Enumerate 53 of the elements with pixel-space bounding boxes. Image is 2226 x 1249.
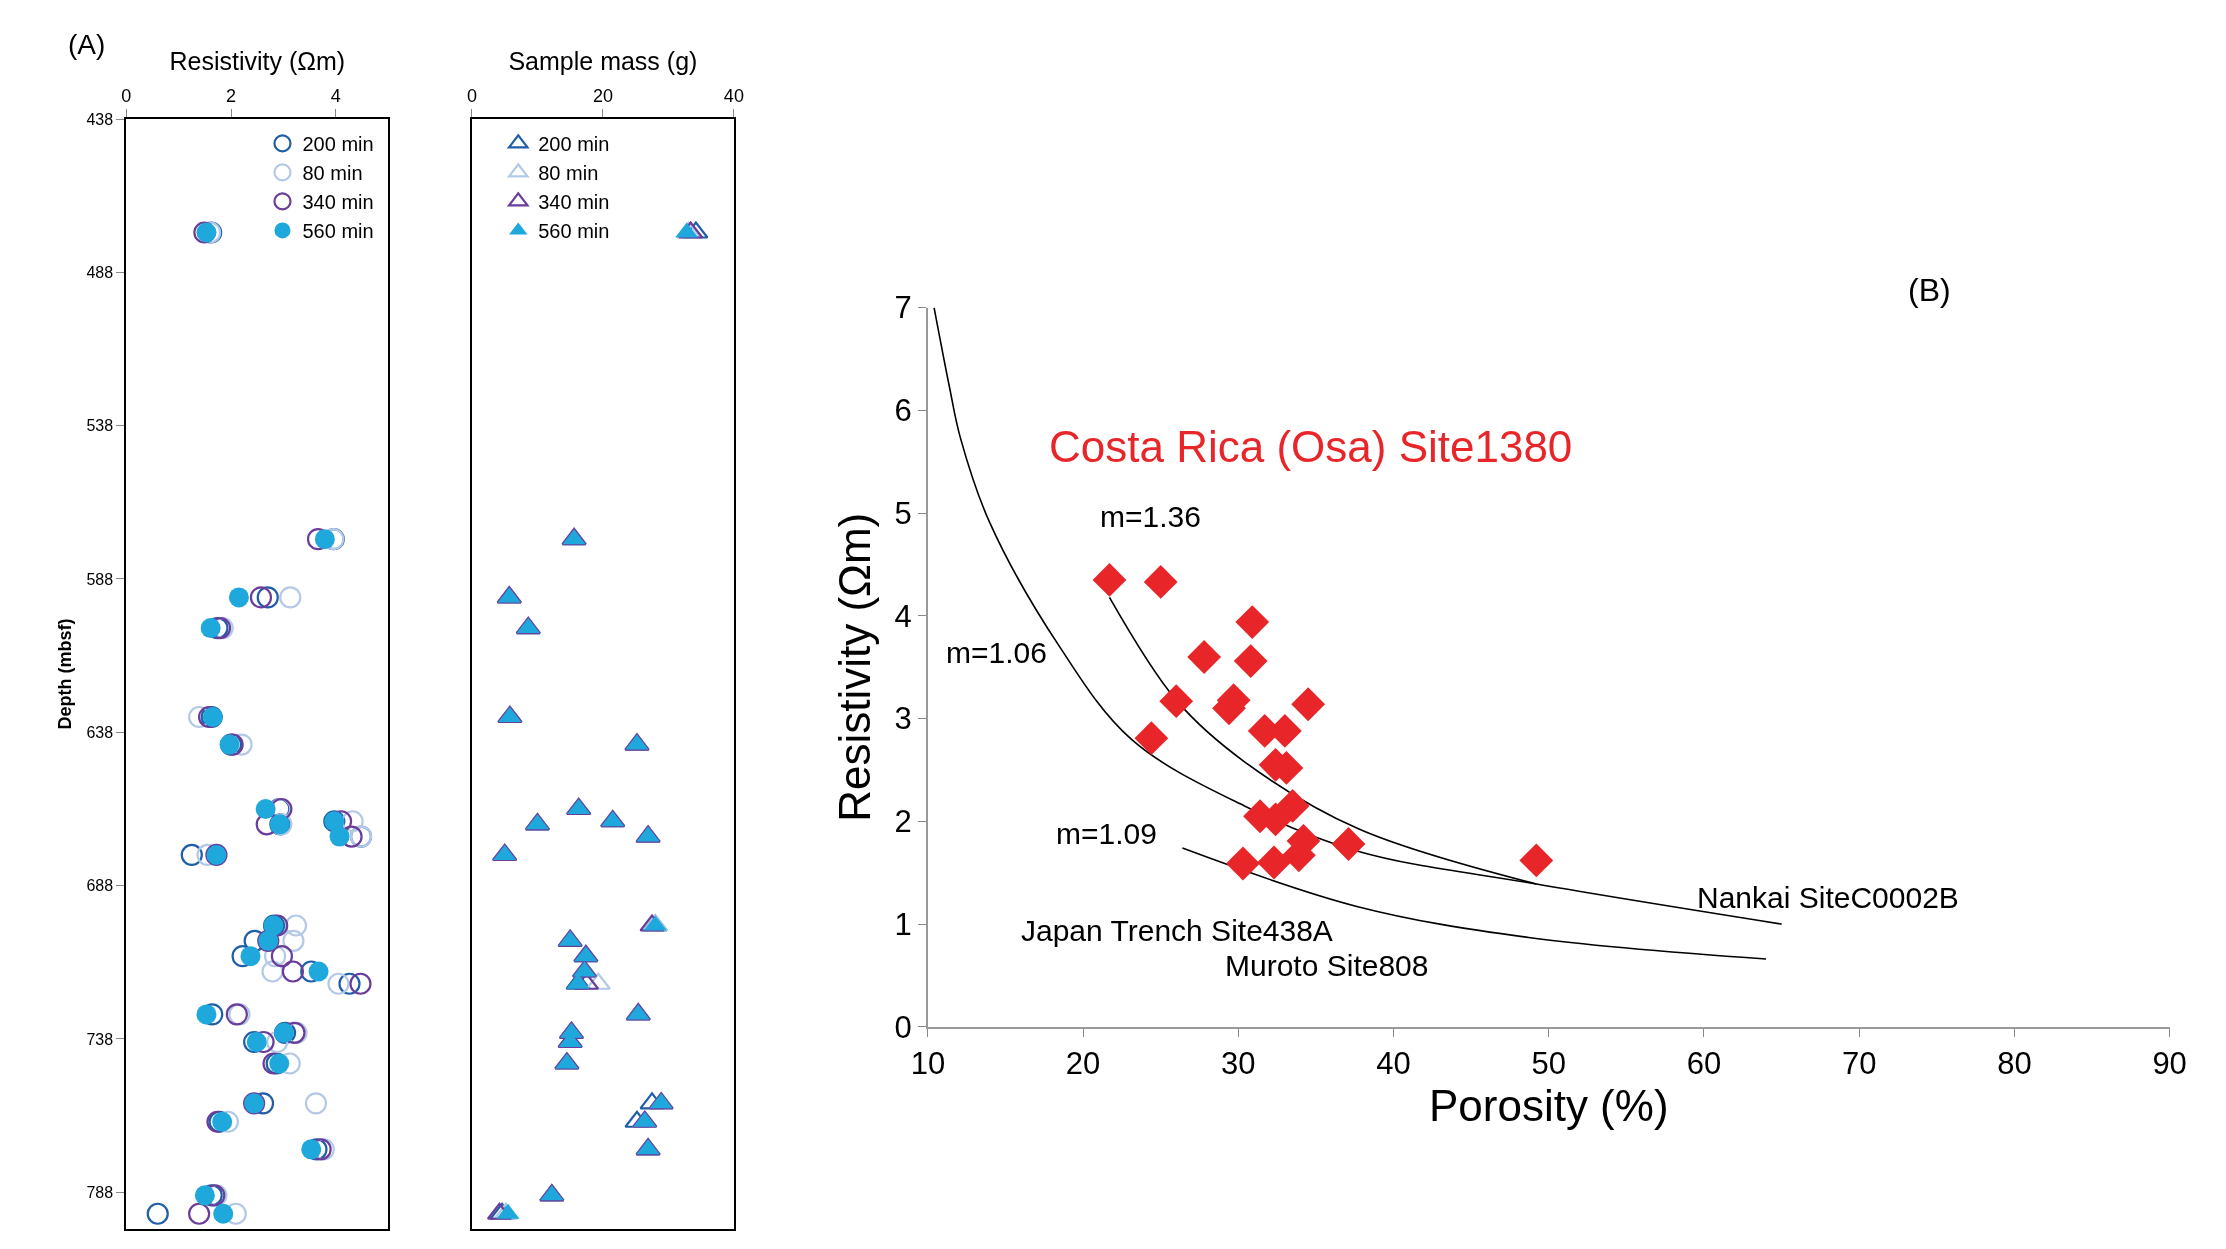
y-tick-label: 3 [894,701,912,737]
y-axis-title: Depth (mbsf) [55,618,76,730]
y-tick-label: 688 [86,877,114,895]
legend-label: 340 min [538,191,610,214]
x-tick-label: 90 [2152,1046,2187,1082]
x-tick-label: 0 [466,85,477,106]
legend-label: 80 min [302,162,363,185]
x-axis-title: Resistivity (Ωm) [169,47,346,76]
y-tick-label: 438 [86,110,114,128]
y-tick-label: 738 [86,1030,114,1048]
chart-title: (B) [1908,272,1951,308]
y-tick-label: 0 [894,1009,912,1045]
legend-label: 560 min [538,220,610,243]
legend-label: 200 min [302,133,374,156]
y-tick-label: 588 [86,570,114,588]
x-tick-label: 20 [592,85,613,106]
y-tick-label: 7 [894,290,912,326]
y-tick-label: 5 [894,495,912,531]
y-tick-label: 488 [86,263,114,281]
y-tick-label: 2 [894,804,912,840]
x-tick-label: 70 [1841,1046,1877,1082]
x-tick-label: 40 [723,85,744,106]
x-tick-label: 50 [1531,1046,1566,1082]
annotation: Japan Trench Site438A [1021,914,1333,947]
x-tick-label: 10 [910,1046,946,1082]
y-tick-label: 1 [894,906,912,942]
x-tick-label: 2 [226,85,237,106]
x-tick-label: 20 [1065,1046,1101,1082]
legend-label: 200 min [538,133,610,156]
y-tick-label: 4 [894,598,912,634]
y-tick-label: 788 [86,1183,114,1201]
text: Costa Rica (Osa) Site1380 [1049,422,1573,471]
x-tick-label: 30 [1221,1046,1256,1082]
y-tick-label: 6 [894,393,912,429]
legend-label: 80 min [538,162,599,185]
annotation: m=1.09 [1056,817,1157,850]
x-tick-label: 60 [1686,1046,1722,1082]
y-tick-label: 538 [86,417,114,435]
x-axis-title: Porosity (%) [1428,1081,1669,1131]
chart-title: (A) [68,29,106,60]
annotation: m=1.36 [1100,500,1201,533]
x-tick-label: 40 [1376,1046,1411,1082]
legend-label: 340 min [302,191,374,214]
legend-label: 560 min [302,220,374,243]
y-axis-title: Resistivity (Ωm) [830,512,880,822]
annotation: m=1.06 [946,636,1047,669]
x-tick-label: 0 [121,85,132,106]
x-axis-title: Sample mass (g) [508,47,698,76]
x-tick-label: 80 [1997,1046,2032,1082]
x-tick-label: 4 [330,85,341,106]
annotation: Nankai SiteC0002B [1697,881,1959,914]
y-tick-label: 638 [86,723,114,741]
annotation: Muroto Site808 [1225,949,1429,982]
